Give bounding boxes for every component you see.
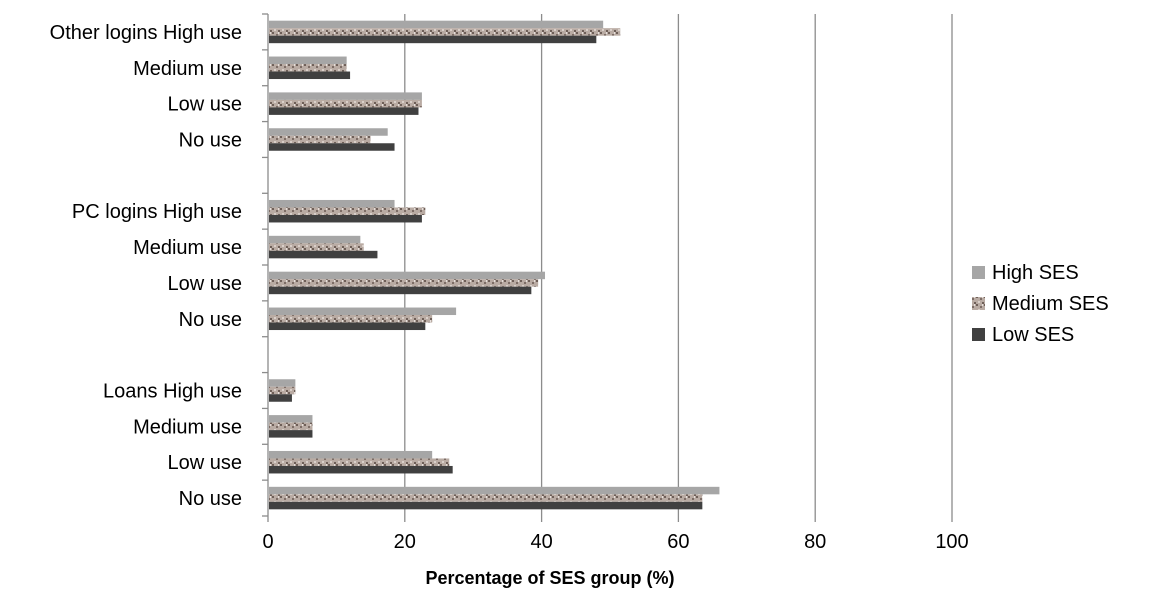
- grid: [404, 14, 953, 516]
- bar-low-ses: [269, 35, 597, 44]
- category-label: Other logins High use: [50, 22, 242, 44]
- category-label: Low use: [168, 452, 243, 474]
- bar-high-ses: [269, 271, 546, 280]
- bar-medium-ses: [269, 135, 371, 144]
- bar-low-ses: [269, 286, 532, 295]
- category-label: No use: [179, 488, 242, 510]
- bar-high-ses: [269, 128, 388, 136]
- x-tick-label: 20: [394, 531, 416, 553]
- category-label: PC logins High use: [72, 201, 242, 223]
- legend-swatch: [972, 266, 985, 279]
- bar-medium-ses: [269, 279, 539, 287]
- bar-medium-ses: [269, 494, 703, 502]
- category-label: No use: [179, 309, 242, 331]
- bar-medium-ses: [269, 207, 426, 215]
- x-tick-label: 100: [935, 531, 968, 553]
- category-label: Low use: [168, 94, 243, 116]
- bar-low-ses: [269, 107, 419, 115]
- bar-low-ses: [269, 143, 395, 151]
- bar-high-ses: [269, 379, 296, 387]
- legend: High SES Medium SES Low SES: [972, 262, 1109, 346]
- bar-medium-ses: [269, 64, 347, 72]
- bar-low-ses: [269, 394, 292, 402]
- bar-high-ses: [269, 486, 720, 495]
- bar-low-ses: [269, 430, 313, 438]
- category-label: Medium use: [133, 58, 242, 80]
- category-label: Medium use: [133, 237, 242, 259]
- bars: [269, 20, 720, 510]
- bar-high-ses: [269, 199, 395, 208]
- x-tick-label: 80: [804, 531, 826, 553]
- bar-high-ses: [269, 307, 457, 316]
- bar-medium-ses: [269, 99, 422, 108]
- bar-high-ses: [269, 92, 422, 100]
- category-labels: No use Low use Medium use Loans High use No …: [50, 22, 242, 510]
- legend-label: High SES: [992, 262, 1079, 284]
- x-tick-label: 60: [667, 531, 689, 553]
- bar-high-ses: [269, 56, 347, 65]
- bar-low-ses: [269, 214, 422, 223]
- category-label: Low use: [168, 273, 243, 295]
- axes: [262, 13, 953, 522]
- category-label: No use: [179, 130, 242, 152]
- bar-high-ses: [269, 235, 361, 244]
- tick-labels: 0 20 40 60 80 100: [262, 531, 968, 553]
- bar-medium-ses: [269, 386, 296, 395]
- bar-high-ses: [269, 415, 313, 423]
- x-tick-label: 40: [530, 531, 552, 553]
- bar-low-ses: [269, 250, 378, 259]
- legend-label: Low SES: [992, 324, 1074, 346]
- x-tick-label: 0: [262, 531, 273, 553]
- bar-low-ses: [269, 465, 453, 474]
- bar-high-ses: [269, 20, 604, 29]
- bar-medium-ses: [269, 422, 313, 431]
- bar-medium-ses: [269, 28, 621, 36]
- bar-low-ses: [269, 71, 351, 80]
- bar-high-ses: [269, 450, 433, 459]
- bar-medium-ses: [269, 315, 433, 323]
- category-label: Medium use: [133, 416, 242, 438]
- x-axis-title: Percentage of SES group (%): [425, 568, 674, 588]
- legend-label: Medium SES: [992, 293, 1109, 315]
- bar-low-ses: [269, 322, 426, 331]
- legend-swatch: [972, 297, 985, 310]
- category-label: Loans High use: [103, 381, 242, 403]
- bar-low-ses: [269, 501, 703, 510]
- bar-medium-ses: [269, 243, 364, 251]
- legend-swatch: [972, 328, 985, 341]
- bar-medium-ses: [269, 458, 450, 466]
